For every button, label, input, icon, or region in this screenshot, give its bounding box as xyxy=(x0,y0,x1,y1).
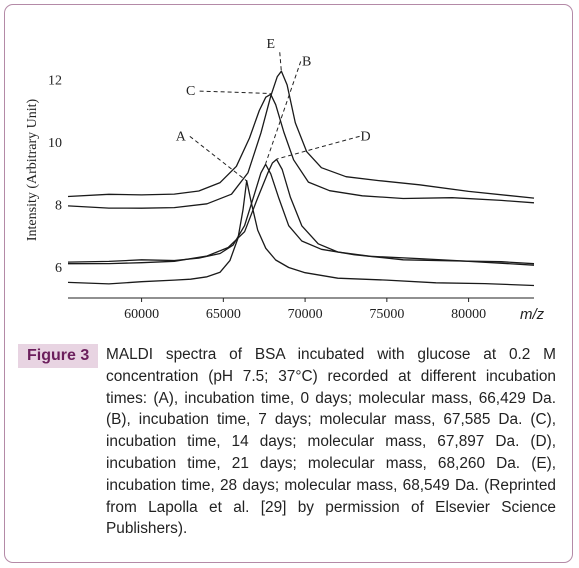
y-tick-group: 6 8 10 12 xyxy=(48,73,62,275)
peak-label-b: B xyxy=(302,54,311,69)
x-axis-label: m/z xyxy=(520,306,545,323)
peak-leader-a xyxy=(189,135,248,182)
y-axis-label: Intensity (Arbitrary Unit) xyxy=(25,99,40,242)
y-tick-label: 6 xyxy=(55,261,62,276)
peak-leader-d xyxy=(276,135,360,160)
peak-label-e: E xyxy=(266,37,275,52)
y-tick-label: 8 xyxy=(55,198,62,213)
peak-leader-e xyxy=(279,52,282,72)
y-tick-label: 12 xyxy=(48,73,62,88)
x-tick-label: 65000 xyxy=(206,307,241,322)
series-line-a xyxy=(67,180,535,287)
series-line-e xyxy=(67,70,535,209)
figure-caption: MALDI spectra of BSA incubated with gluc… xyxy=(106,346,556,538)
series-line-b xyxy=(67,163,535,265)
x-tick-label: 60000 xyxy=(124,307,159,322)
peak-label-c: C xyxy=(186,84,195,99)
peak-label-a: A xyxy=(176,129,187,144)
figure-label-badge: Figure 3 xyxy=(18,344,99,368)
series-line-c xyxy=(67,93,535,204)
x-tick-label: 80000 xyxy=(451,307,486,322)
series-line-d xyxy=(67,158,535,266)
x-tick-group: 60000 65000 70000 75000 80000 xyxy=(124,298,486,322)
x-tick-label: 70000 xyxy=(288,307,323,322)
series-group xyxy=(67,70,535,287)
peak-label-d: D xyxy=(361,129,371,144)
annotation-group: A B C D E xyxy=(176,37,371,182)
maldi-spectra-chart: Intensity (Arbitrary Unit) m/z 60000 6500… xyxy=(25,37,545,323)
peak-leader-c xyxy=(199,90,271,95)
x-tick-label: 75000 xyxy=(369,307,404,322)
y-tick-label: 10 xyxy=(48,136,62,151)
